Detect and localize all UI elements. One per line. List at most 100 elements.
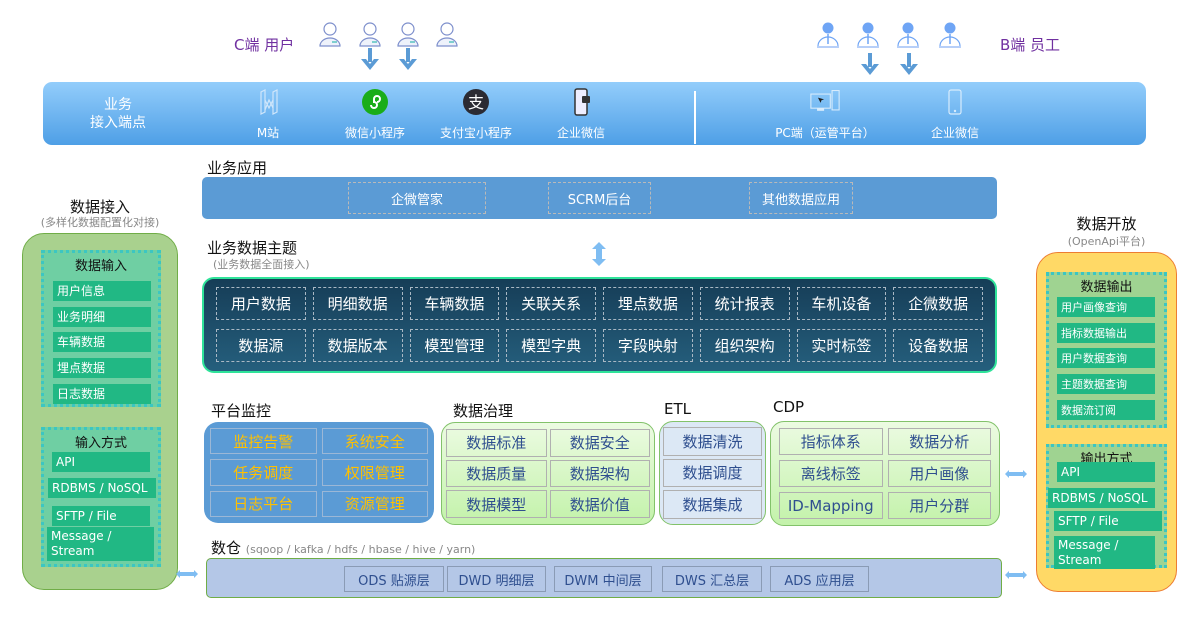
topic-item[interactable]: 模型管理	[409, 329, 500, 362]
endpoint-wecom-b[interactable]: 企业微信	[895, 82, 1015, 145]
warehouse-title: 数仓 (sqoop / kafka / hdfs / hbase / hive …	[211, 537, 475, 558]
monitor-item[interactable]: 权限管理	[321, 459, 428, 486]
ingest-input-item[interactable]: 日志数据	[53, 384, 151, 404]
ingest-method-item[interactable]: SFTP / File	[52, 506, 150, 526]
governance-item[interactable]: 数据价值	[549, 490, 650, 518]
endpoint-m-site[interactable]: M站	[208, 82, 328, 145]
ingest-method-item[interactable]: Message / Stream	[47, 527, 154, 561]
open-method-item[interactable]: SFTP / File	[1054, 511, 1162, 531]
endpoint-label: 微信小程序	[344, 126, 405, 140]
business-topics-subtitle: (业务数据全面接入)	[213, 258, 310, 271]
topic-item[interactable]: 字段映射	[603, 329, 693, 362]
open-output-item[interactable]: 指标数据输出	[1057, 323, 1155, 343]
governance-item[interactable]: 数据模型	[446, 490, 547, 518]
cdp-item[interactable]: 用户分群	[887, 492, 991, 519]
ingest-input-item[interactable]: 用户信息	[53, 281, 151, 301]
warehouse-layer[interactable]: ODS 贴源层	[344, 566, 444, 592]
open-subtitle: (OpenApi平台)	[1067, 235, 1146, 248]
user-icon	[432, 20, 462, 50]
topic-item[interactable]: 明细数据	[312, 287, 403, 320]
app-wecom-manager[interactable]: 企微管家	[348, 182, 486, 214]
cdp-item[interactable]: ID-Mapping	[779, 492, 883, 519]
topic-item[interactable]: 实时标签	[796, 329, 887, 362]
access-endpoints-bar: 业务 接入端点 M站 微信小程序 支 支付宝小程序 企业微信 PC端（运管平台）…	[43, 82, 1146, 145]
endpoint-label: 企业微信	[930, 126, 979, 140]
ingest-input-item[interactable]: 业务明细	[53, 307, 151, 327]
open-outputs-title: 数据输出	[1080, 280, 1133, 295]
governance-item[interactable]: 数据标准	[446, 429, 547, 457]
governance-item[interactable]: 数据架构	[549, 459, 650, 488]
topic-item[interactable]: 统计报表	[699, 287, 790, 320]
double-arrow-horizontal-icon	[1005, 571, 1027, 579]
business-topics-title: 业务数据主题	[207, 239, 298, 257]
topic-item[interactable]: 数据源	[216, 329, 306, 362]
endpoint-label: 企业微信	[556, 126, 605, 140]
open-output-item[interactable]: 主题数据查询	[1057, 374, 1155, 394]
governance-item[interactable]: 数据质量	[446, 459, 547, 488]
employee-icon	[935, 20, 965, 50]
governance-panel: 数据标准 数据安全 数据质量 数据架构 数据模型 数据价值	[441, 422, 655, 525]
double-arrow-horizontal-icon	[176, 570, 198, 578]
monitor-item[interactable]: 系统安全	[321, 428, 428, 455]
open-method-item[interactable]: Message / Stream	[1054, 536, 1155, 569]
topic-item[interactable]: 车辆数据	[409, 287, 500, 320]
topic-item[interactable]: 设备数据	[893, 329, 983, 362]
monitor-item[interactable]: 日志平台	[210, 490, 317, 517]
topic-item[interactable]: 关联关系	[506, 287, 596, 320]
topic-item[interactable]: 数据版本	[312, 329, 403, 362]
endpoint-pc[interactable]: PC端（运管平台）	[755, 82, 895, 145]
warehouse-layer[interactable]: DWM 中间层	[554, 566, 652, 592]
endpoint-alipay-miniprogram[interactable]: 支 支付宝小程序	[416, 82, 536, 145]
warehouse-layer[interactable]: DWD 明细层	[447, 566, 546, 592]
topic-item[interactable]: 企微数据	[893, 287, 983, 320]
divider	[694, 91, 696, 144]
open-output-item[interactable]: 用户数据查询	[1057, 348, 1155, 368]
endpoint-wecom-c[interactable]: 企业微信	[521, 82, 641, 145]
business-topics-panel: 用户数据 明细数据 车辆数据 关联关系 埋点数据 统计报表 车机设备 企微数据 数据源 数据版本模…	[202, 277, 997, 373]
etl-item[interactable]: 数据清洗	[663, 427, 762, 456]
arrow-down-icon	[398, 48, 418, 70]
open-output-item[interactable]: 用户画像查询	[1057, 297, 1155, 317]
topic-item[interactable]: 组织架构	[699, 329, 790, 362]
topic-item[interactable]: 模型字典	[506, 329, 596, 362]
topic-item[interactable]: 车机设备	[796, 287, 887, 320]
etl-item[interactable]: 数据调度	[663, 458, 762, 488]
c-end-users-label: C端 用户	[234, 36, 295, 54]
app-scrm-backend[interactable]: SCRM后台	[548, 182, 651, 214]
arrow-down-icon	[360, 48, 380, 70]
etl-title: ETL	[664, 400, 691, 418]
wechat-miniprogram-icon	[362, 89, 388, 115]
endpoint-wechat-miniprogram[interactable]: 微信小程序	[315, 82, 435, 145]
open-method-item[interactable]: API	[1057, 462, 1155, 482]
cdp-panel: 指标体系 数据分析 离线标签 用户画像 ID-Mapping 用户分群	[770, 421, 1000, 526]
ingest-method-item[interactable]: API	[52, 452, 150, 472]
warehouse-layer[interactable]: DWS 汇总层	[662, 566, 762, 592]
business-apps-bar: 企微管家 SCRM后台 其他数据应用	[202, 177, 997, 219]
endpoint-label: PC端（运管平台）	[775, 126, 875, 140]
cdp-item[interactable]: 指标体系	[779, 428, 883, 455]
endpoint-label: 支付宝小程序	[439, 126, 512, 140]
warehouse-title-text: 数仓	[211, 539, 242, 557]
cdp-item[interactable]: 数据分析	[887, 428, 991, 455]
topic-item[interactable]: 埋点数据	[603, 287, 693, 320]
open-output-item[interactable]: 数据流订阅	[1057, 400, 1155, 420]
governance-item[interactable]: 数据安全	[549, 429, 650, 457]
topic-item[interactable]: 用户数据	[216, 287, 306, 320]
warehouse-layer[interactable]: ADS 应用层	[770, 566, 869, 592]
monitor-item[interactable]: 任务调度	[210, 459, 317, 486]
etl-panel: 数据清洗 数据调度 数据集成	[659, 421, 766, 525]
ingest-input-item[interactable]: 埋点数据	[53, 358, 151, 378]
etl-item[interactable]: 数据集成	[663, 490, 762, 519]
ingest-method-item[interactable]: RDBMS / NoSQL	[48, 478, 156, 498]
ingest-subtitle: (多样化数据配置化对接)	[40, 216, 160, 229]
cdp-title: CDP	[773, 398, 805, 416]
cdp-item[interactable]: 离线标签	[779, 460, 883, 487]
app-other-data[interactable]: 其他数据应用	[749, 182, 853, 214]
monitor-item[interactable]: 资源管理	[321, 490, 428, 517]
cdp-item[interactable]: 用户画像	[887, 460, 991, 487]
b-end-staff-label: B端 员工	[1000, 36, 1061, 54]
monitor-item[interactable]: 监控告警	[210, 428, 317, 455]
open-method-item[interactable]: RDBMS / NoSQL	[1048, 488, 1155, 508]
ingest-input-item[interactable]: 车辆数据	[53, 332, 151, 352]
mobile-phone-icon	[948, 89, 962, 115]
